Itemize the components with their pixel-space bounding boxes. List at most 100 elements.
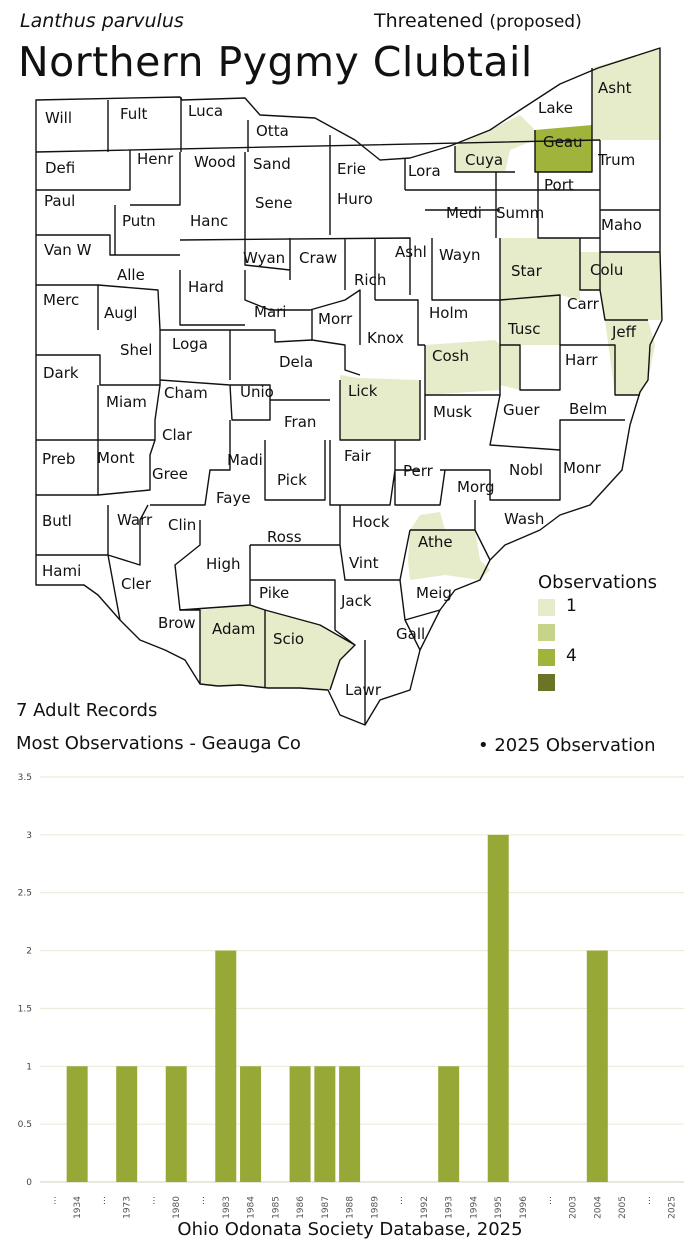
county-label-huro: Huro (337, 190, 373, 208)
county-label-trum: Trum (597, 151, 635, 169)
county-fill-star (500, 238, 580, 300)
x-tick-label: … (395, 1196, 405, 1205)
county-fill-asht (592, 48, 660, 140)
bar-1980 (165, 1066, 187, 1182)
county-label-wood: Wood (194, 153, 236, 171)
county-fill-scio (265, 610, 355, 690)
county-label-unio: Unio (240, 383, 274, 401)
observation-2025-label: 2025 Observation (494, 735, 656, 756)
county-label-warr: Warr (117, 511, 153, 529)
ohio-county-map: Will Fult Luca Otta Defi Henr Wood Sand Erie Lora… (35, 47, 663, 726)
county-label-geau: Geau (543, 133, 583, 151)
county-label-lick: Lick (348, 382, 378, 400)
county-label-defi: Defi (45, 159, 75, 177)
county-label-harr: Harr (565, 351, 598, 369)
y-tick-label: 1.5 (18, 1004, 32, 1014)
county-fill-athe (408, 512, 490, 580)
county-label-hanc: Hanc (190, 212, 228, 230)
scientific-name: Lanthus parvulus (20, 10, 184, 32)
x-tick-label: 1973 (123, 1196, 133, 1219)
data-source: Ohio Odonata Society Database, 2025 (177, 1219, 523, 1240)
status-qualifier: (proposed) (489, 12, 582, 32)
county-label-alle: Alle (117, 266, 145, 284)
county-label-hard: Hard (188, 278, 224, 296)
county-label-maho: Maho (601, 216, 642, 234)
county-label-wyan: Wyan (243, 249, 285, 267)
x-tick-label: … (98, 1196, 108, 1205)
x-tick-label: 1988 (346, 1196, 356, 1219)
county-label-lora: Lora (408, 162, 441, 180)
x-tick-label: 1989 (370, 1196, 380, 1219)
common-name-title: Northern Pygmy Clubtail (18, 38, 533, 86)
x-tick-label: 1993 (445, 1196, 455, 1219)
y-tick-label: 1 (26, 1062, 32, 1072)
county-label-dela: Dela (279, 353, 313, 371)
county-label-lawr: Lawr (345, 681, 382, 699)
bar-2004 (586, 950, 608, 1182)
county-label-craw: Craw (299, 249, 337, 267)
county-label-holm: Holm (429, 304, 468, 322)
county-label-nobl: Nobl (509, 461, 543, 479)
county-label-jack: Jack (340, 592, 372, 610)
county-label-will: Will (45, 109, 72, 127)
x-tick-label: 2025 (668, 1196, 678, 1219)
county-label-cuya: Cuya (465, 151, 503, 169)
x-tick-label: 1995 (494, 1196, 504, 1219)
county-label-medi: Medi (446, 204, 482, 222)
county-label-gall: Gall (396, 625, 425, 643)
county-label-preb: Preb (42, 450, 75, 468)
county-label-musk: Musk (433, 403, 472, 421)
county-label-wayn: Wayn (439, 246, 480, 264)
county-label-adam: Adam (212, 620, 255, 638)
county-label-mont: Mont (97, 449, 135, 467)
county-label-wash: Wash (504, 510, 544, 528)
county-label-guer: Guer (503, 401, 540, 419)
observation-2025-key: • 2025 Observation (478, 735, 656, 756)
county-label-cham: Cham (164, 384, 208, 402)
county-fill-lick (340, 375, 420, 440)
bar-1986 (289, 1066, 311, 1182)
county-label-merc: Merc (43, 291, 79, 309)
bar-1988 (339, 1066, 361, 1182)
county-label-fran: Fran (284, 413, 316, 431)
county-label-belm: Belm (569, 400, 607, 418)
county-label-sene: Sene (255, 194, 293, 212)
county-label-sand: Sand (253, 155, 291, 173)
x-tick-label: 2005 (618, 1196, 628, 1219)
county-label-otta: Otta (256, 122, 289, 140)
bar-1973 (116, 1066, 138, 1182)
county-label-colu: Colu (590, 261, 623, 279)
legend-swatch-2 (538, 624, 555, 641)
observations-bar-chart: 0 0.5 1 1.5 2 2.5 3 3.5 … 1934 … 1973 … 1980 … 1983 1984… (18, 773, 684, 1219)
legend-title: Observations (538, 572, 657, 593)
county-fill-tusc (500, 295, 560, 390)
county-label-morr: Morr (318, 310, 353, 328)
status-main: Threatened (374, 10, 484, 32)
county-label-cosh: Cosh (432, 347, 469, 365)
county-label-ross: Ross (267, 528, 302, 546)
legend-swatch-3 (538, 649, 555, 666)
county-label-summ: Summ (496, 204, 544, 222)
bar-1995 (487, 834, 509, 1182)
x-tick-label: 1987 (321, 1196, 331, 1219)
x-tick-label: 1996 (519, 1196, 529, 1219)
x-tick-label: 1992 (420, 1196, 430, 1219)
x-tick-label: … (197, 1196, 207, 1205)
county-label-hock: Hock (352, 513, 390, 531)
county-label-tusc: Tusc (507, 320, 540, 338)
county-label-ashl: Ashl (395, 243, 427, 261)
county-label-star: Star (511, 262, 543, 280)
county-label-lake: Lake (538, 99, 573, 117)
county-label-shel: Shel (120, 341, 152, 359)
most-observations-county: Most Observations - Geauga Co (16, 733, 301, 754)
county-label-monr: Monr (563, 459, 602, 477)
x-tick-label: 1994 (469, 1196, 479, 1219)
county-label-luca: Luca (188, 102, 223, 120)
county-label-dark: Dark (43, 364, 79, 382)
x-tick-label: 2004 (593, 1196, 603, 1219)
county-label-gree: Gree (152, 465, 188, 483)
county-label-knox: Knox (367, 329, 404, 347)
county-label-clar: Clar (162, 426, 193, 444)
county-label-butl: Butl (42, 512, 72, 530)
bar-1987 (314, 1066, 336, 1182)
